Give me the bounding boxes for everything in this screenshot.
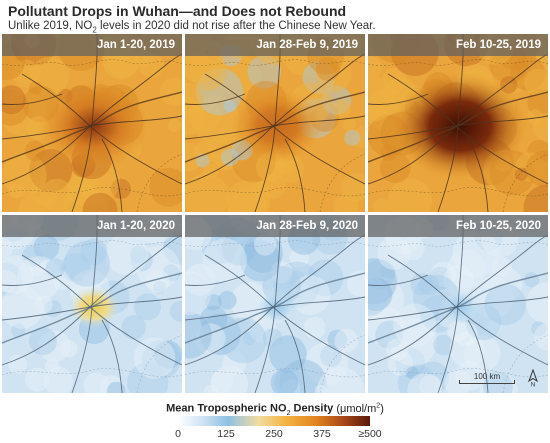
legend-unit: (μmol/m2) bbox=[336, 402, 384, 415]
map-panel-feb10-25-2020: Feb 10-25, 2020 100 km N bbox=[368, 215, 548, 393]
legend-title-text: Mean Tropospheric NO bbox=[166, 402, 287, 415]
north-arrow-icon: N bbox=[528, 369, 538, 388]
legend-tick: 250 bbox=[265, 428, 283, 440]
panel-label: Jan 1-20, 2019 bbox=[2, 34, 182, 56]
legend-title: Mean Tropospheric NO2 Density (μmol/m2) bbox=[0, 402, 550, 417]
legend-tick: 375 bbox=[313, 428, 331, 440]
legend-unit-text: (μmol/m bbox=[336, 402, 377, 415]
legend-title-text-end: Density bbox=[290, 402, 334, 415]
no2-map bbox=[185, 34, 365, 212]
panel-label: Jan 28-Feb 9, 2020 bbox=[185, 215, 365, 237]
scale-bar-label: 100 km bbox=[473, 372, 501, 381]
no2-map bbox=[185, 215, 365, 393]
map-grid: Jan 1-20, 2019 Jan 28-Feb 9, 2019 Feb 10… bbox=[2, 34, 548, 396]
scale-bar-line bbox=[459, 380, 515, 384]
panel-label: Feb 10-25, 2020 bbox=[368, 215, 548, 237]
map-panel-jan1-20-2020: Jan 1-20, 2020 bbox=[2, 215, 182, 393]
subtitle-text: Unlike 2019, NO bbox=[8, 20, 93, 32]
map-panel-feb10-25-2019: Feb 10-25, 2019 bbox=[368, 34, 548, 212]
legend-unit-superscript: 2 bbox=[376, 402, 381, 409]
no2-map bbox=[2, 215, 182, 393]
no2-map bbox=[2, 34, 182, 212]
subtitle-subscript: 2 bbox=[92, 25, 97, 35]
legend-title-subscript: 2 bbox=[286, 409, 291, 417]
no2-map bbox=[368, 215, 548, 393]
panel-label: Jan 1-20, 2020 bbox=[2, 215, 182, 237]
page-title: Pollutant Drops in Wuhan—and Does not Re… bbox=[8, 3, 347, 19]
legend-colorbar bbox=[178, 416, 370, 426]
panel-label: Feb 10-25, 2019 bbox=[368, 34, 548, 56]
north-arrow-label: N bbox=[531, 382, 536, 388]
scale-bar: 100 km bbox=[459, 372, 515, 386]
legend-tick: 0 bbox=[175, 428, 181, 440]
legend-tick: 125 bbox=[217, 428, 235, 440]
map-panel-jan28-feb9-2020: Jan 28-Feb 9, 2020 bbox=[185, 215, 365, 393]
legend-unit-text-end: ) bbox=[380, 402, 384, 415]
legend-tick: ≥500 bbox=[358, 428, 382, 440]
page-subtitle: Unlike 2019, NO2 levels in 2020 did not … bbox=[8, 20, 376, 34]
map-panel-jan1-20-2019: Jan 1-20, 2019 bbox=[2, 34, 182, 212]
panel-label: Jan 28-Feb 9, 2019 bbox=[185, 34, 365, 56]
map-panel-jan28-feb9-2019: Jan 28-Feb 9, 2019 bbox=[185, 34, 365, 212]
subtitle-text-end: levels in 2020 did not rise after the Ch… bbox=[96, 20, 376, 32]
no2-map bbox=[368, 34, 548, 212]
